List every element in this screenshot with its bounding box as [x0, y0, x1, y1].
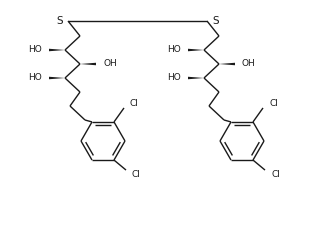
Text: HO: HO [167, 46, 181, 55]
Polygon shape [80, 63, 96, 65]
Text: Cl: Cl [269, 99, 278, 109]
Text: Cl: Cl [132, 169, 141, 179]
Text: OH: OH [242, 59, 256, 68]
Polygon shape [188, 77, 204, 79]
Text: HO: HO [28, 73, 42, 83]
Polygon shape [49, 49, 65, 51]
Polygon shape [219, 63, 235, 65]
Text: HO: HO [28, 46, 42, 55]
Text: Cl: Cl [130, 99, 139, 109]
Text: OH: OH [103, 59, 117, 68]
Text: S: S [56, 16, 63, 26]
Text: S: S [212, 16, 219, 26]
Polygon shape [49, 77, 65, 79]
Text: HO: HO [167, 73, 181, 83]
Polygon shape [188, 49, 204, 51]
Text: Cl: Cl [271, 169, 280, 179]
